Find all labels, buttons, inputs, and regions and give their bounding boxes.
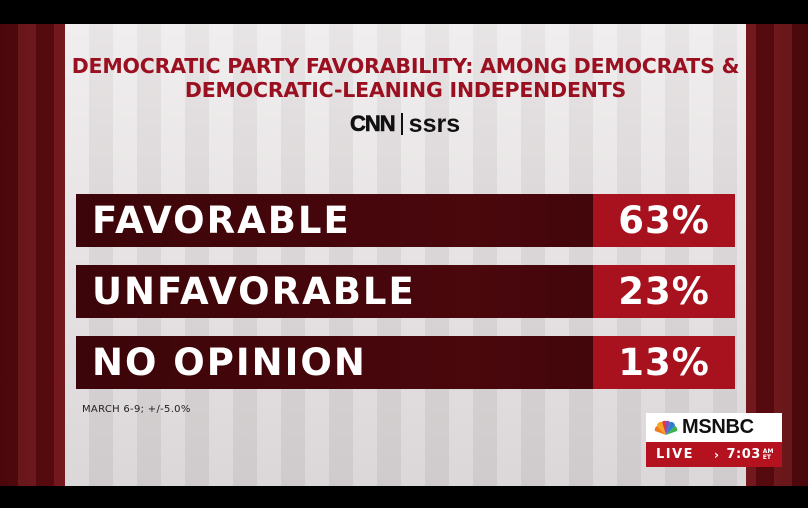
live-label: LIVE [656, 447, 695, 462]
broadcast-frame: DEMOCRATIC PARTY FAVORABILITY: AMONG DEM… [0, 24, 808, 486]
msnbc-live-bug: MSNBC LIVE › 7:03 AM ET [646, 413, 782, 467]
result-row-no-opinion: NO OPINION 13% [76, 336, 735, 389]
live-bar: LIVE › 7:03 AM ET [646, 442, 782, 467]
chevron-right-icon: › [714, 447, 721, 462]
et-label: ET [762, 453, 771, 461]
result-value: 63% [593, 194, 735, 247]
cnn-logo-text: CNN [350, 111, 396, 137]
title-line-2: DEMOCRATIC-LEANING INDEPENDENTS [184, 78, 627, 102]
result-value: 13% [593, 336, 735, 389]
results-list: FAVORABLE 63% UNFAVORABLE 23% NO OPINION… [76, 194, 735, 407]
am-label: AM [762, 447, 774, 455]
title-line-1: DEMOCRATIC PARTY FAVORABILITY: AMONG DEM… [71, 54, 740, 78]
cnn-ssrs-logo: CNN ssrs [350, 110, 460, 138]
ssrs-logo-text: ssrs [408, 109, 461, 138]
peacock-icon [654, 420, 678, 435]
result-label: FAVORABLE [92, 199, 351, 242]
result-label: UNFAVORABLE [92, 270, 416, 313]
result-value: 23% [593, 265, 735, 318]
poll-footnote: MARCH 6-9; +/-5.0% [82, 404, 191, 415]
graphic-title: DEMOCRATIC PARTY FAVORABILITY: AMONG DEM… [65, 54, 746, 102]
time-zone: AM ET [762, 447, 774, 461]
network-name: MSNBC [682, 416, 754, 438]
logo-divider [400, 113, 403, 135]
result-row-unfavorable: UNFAVORABLE 23% [76, 265, 735, 318]
graphic-panel [65, 24, 746, 486]
result-label: NO OPINION [92, 341, 367, 384]
live-time: 7:03 [726, 447, 761, 462]
result-row-favorable: FAVORABLE 63% [76, 194, 735, 247]
network-logo: MSNBC [646, 413, 782, 442]
